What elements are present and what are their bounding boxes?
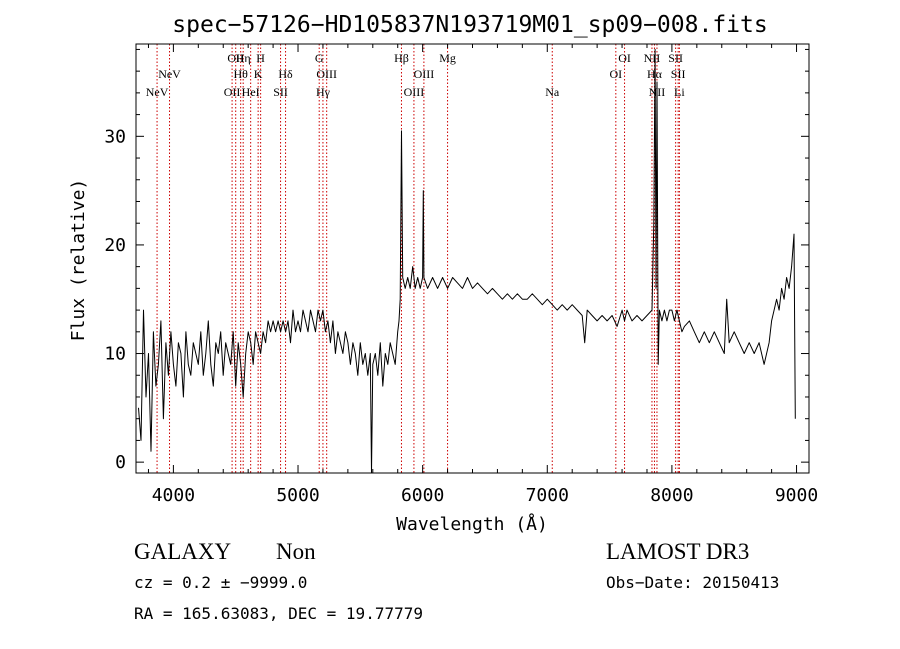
y-tick-label: 0 <box>115 452 126 473</box>
y-axis-ticks: 0 10 20 30 <box>104 48 809 473</box>
line-marker-label: H <box>256 51 265 65</box>
line-marker-label: Hγ <box>316 85 331 99</box>
emission-line-markers <box>156 44 680 473</box>
survey-name: LAMOST DR3 <box>606 539 749 564</box>
line-marker-label: Na <box>545 85 560 99</box>
line-marker-label: NeV <box>158 67 181 81</box>
y-axis-label: Flux (relative) <box>68 179 89 342</box>
line-marker-label: OII <box>224 85 241 99</box>
emission-line-labels: NeV NeV OII OII Hθ Hη HeI KH SII Hδ G Hγ OIII Hβ OIII O… <box>146 51 686 99</box>
line-marker-label: Hθ <box>233 67 248 81</box>
line-marker-label: Hβ <box>394 51 409 65</box>
line-marker-label: Li <box>674 85 685 99</box>
coordinates: RA = 165.63083, DEC = 19.77779 <box>134 604 423 623</box>
y-tick-label: 10 <box>104 344 126 365</box>
redshift-cz: cz = 0.2 ± −9999.0 <box>134 573 307 592</box>
line-marker-label: SII <box>668 51 683 65</box>
line-marker-label: G <box>315 51 324 65</box>
line-marker-label: OIII <box>404 85 425 99</box>
chart-title: spec−57126−HD105837N193719M01_sp09−008.f… <box>172 12 767 38</box>
line-marker-label: Mg <box>439 51 456 65</box>
x-tick-label: 9000 <box>775 485 818 506</box>
line-marker-label: Hδ <box>278 67 293 81</box>
object-class: GALAXY <box>134 539 231 564</box>
line-marker-label: OIII <box>414 67 435 81</box>
line-marker-label: OIII <box>316 67 337 81</box>
x-axis-label: Wavelength (Å) <box>396 513 548 535</box>
y-tick-label: 20 <box>104 235 126 256</box>
line-marker-label: NII <box>644 51 661 65</box>
observation-date: Obs−Date: 20150413 <box>606 573 779 592</box>
x-tick-label: 4000 <box>152 485 195 506</box>
x-tick-label: 5000 <box>276 485 319 506</box>
y-tick-label: 30 <box>104 126 126 147</box>
x-axis-ticks: 4000 5000 6000 7000 8000 9000 <box>147 44 818 506</box>
plot-frame <box>135 43 810 474</box>
line-marker-label: SII <box>671 67 686 81</box>
line-marker-label: OI <box>609 67 622 81</box>
x-tick-label: 8000 <box>650 485 693 506</box>
line-marker-label: HeI <box>242 85 260 99</box>
x-tick-label: 7000 <box>526 485 569 506</box>
spectrum-line <box>138 48 796 474</box>
line-marker-label: OII <box>227 51 244 65</box>
line-marker-label: NeV <box>146 85 169 99</box>
line-marker-label: OI <box>618 51 631 65</box>
line-marker-label: SII <box>273 85 288 99</box>
line-marker-label: K <box>254 67 263 81</box>
line-marker-label: Hη <box>236 51 251 65</box>
object-subclass: Non <box>276 539 316 564</box>
x-tick-label: 6000 <box>401 485 444 506</box>
